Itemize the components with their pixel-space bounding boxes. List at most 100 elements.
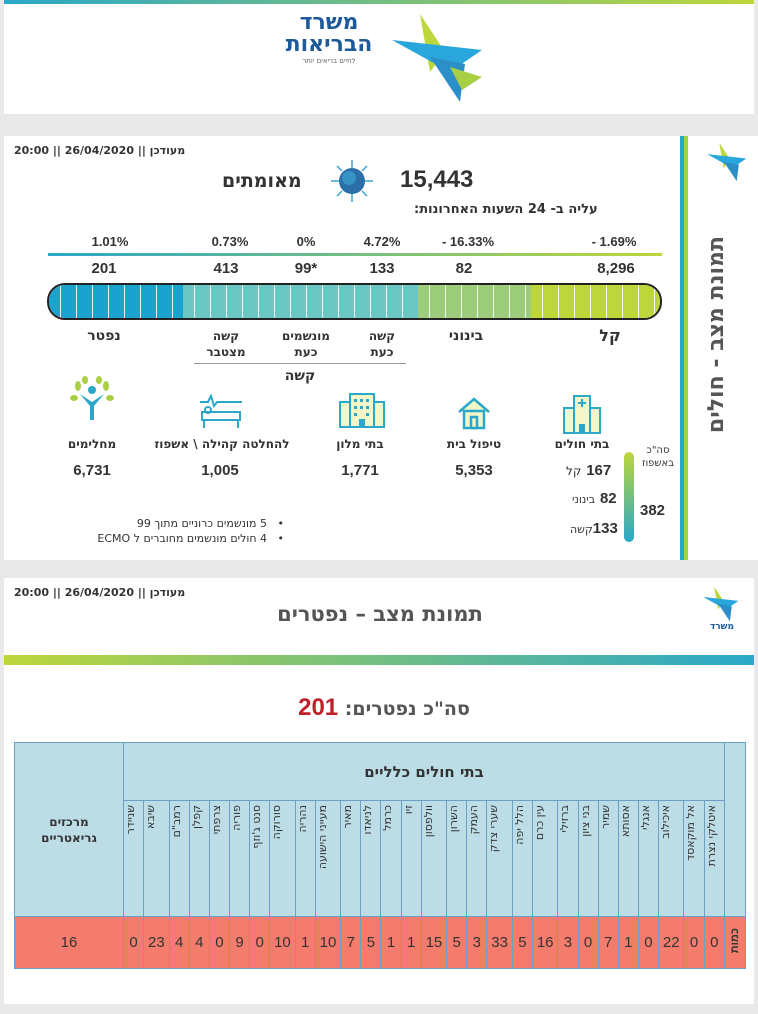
hospital-death-count: 3 [466,916,488,969]
hospital-name-cell: אנגלי [637,800,660,917]
ministry-name: משרד הבריאות לחיים בריאים יותר [274,12,384,66]
hospital-death-count: 4 [168,916,190,969]
hospital-death-count: 22 [657,916,685,969]
ministry-star-logo-icon [392,14,482,102]
hospital-name: מאיר [341,805,355,829]
hospital-name: שיבא [144,805,158,829]
confirmed-count: 15,443 [400,166,474,193]
hospital-name-cell: שיבא [143,800,170,917]
geriatric-header: מרכזים גריאטריים [14,742,124,917]
location-value-hotels: 1,771 [341,462,379,479]
hospital-name: עין כרם [532,805,546,841]
hospital-name: בני ציון [578,805,592,837]
hospital-name-cell: סורוקה [269,800,296,917]
hotel-icon [339,393,385,428]
hospital-name-cell: מאיר [340,800,362,917]
hospital-death-count: 5 [446,916,468,969]
hosp-mild-label: קל [566,464,582,478]
deaths-title: תמונת מצב – נפטרים [277,602,483,626]
hospital-death-count: 5 [360,916,382,969]
bar-segment-severe [183,285,418,318]
severe-group-line [194,363,406,364]
location-value-recovered: 6,731 [73,462,111,479]
hospital-name: ברזילי [558,805,572,833]
hosp-severe-label: קשה [570,523,593,536]
logo-header: משרד הבריאות לחיים בריאים יותר [4,0,754,114]
hospital-death-count: 16 [531,916,559,969]
notes-list: • 5 מונשמים כרוניים מתוך 99 • 4 חולים מו… [64,516,284,546]
hospital-name-cell: צרפתי [208,800,230,917]
hospital-names-row: שניידר שיבא רמב"ם קפלן צרפתי פוריה סנט ג'וזף סו… [15,800,746,917]
hospital-death-count: 15 [420,916,448,969]
hospital-death-count: 0 [703,916,726,969]
value-mild: 8,296 [597,260,635,277]
label-moderate: בינוני [448,328,484,344]
hospital-name-cell: מעייני הישועה [314,800,342,917]
hospital-name: נהריה [295,805,309,833]
hospital-name-cell: איכילוב [657,800,685,917]
hospitalized-gradient-bar [624,452,634,542]
hospital-name-cell: הלל יפה [511,800,533,917]
general-hospitals-header: בתי חולים כלליים [123,742,725,801]
hospital-death-count: 1 [617,916,639,969]
hospital-name-cell: ברזילי [557,800,579,917]
label-severe-now: קשה כעת [368,329,396,359]
increase-label: עליה ב- 24 השעות האחרונות: [414,202,598,217]
geriatric-value: 16 [14,916,124,969]
hospital-death-count: 7 [597,916,619,969]
hosp-moderate-value: 82 [599,490,617,507]
label-severe-cumulative: קשה מצטבר [206,329,246,359]
location-value-home: 5,353 [455,462,493,479]
hospital-name-cell: לניאדו [360,800,382,917]
note-text: 4 חולים מונשמים מחוברים ל ECMO [97,532,268,545]
hospital-name: העמק [467,805,481,835]
hosp-mild: 167 קל [566,462,611,479]
hospital-bed-icon [200,394,242,428]
gradient-bar [4,0,754,4]
hospital-name-cell: בני ציון [577,800,599,917]
hospital-name: קפלן [189,805,203,829]
hospital-name: צרפתי [209,805,223,835]
hospital-death-count: 5 [511,916,533,969]
change-severe-now: 4.72% [363,234,401,249]
hospital-death-count: 0 [122,916,145,969]
gradient-band [4,655,754,665]
hospital-name-cell: שערי צדק [486,800,513,917]
hospital-death-count: 3 [557,916,579,969]
hosp-total-label-2: באשפוז [642,458,674,469]
change-moderate: - 16.33% [441,234,495,249]
hosp-total-label: סה"כ באשפוז [636,444,680,470]
hospital-name: מעייני הישועה [315,805,329,870]
hosp-moderate: 82 בינוני [572,490,617,507]
label-mild: קל [599,326,621,345]
divider-line [48,253,662,256]
row-label: כמות [729,927,741,954]
house-icon [458,397,490,430]
hospital-name-cell: נהריה [294,800,316,917]
hosp-severe: 133קשה [570,520,618,537]
bar-segment-mild [531,285,660,318]
hospital-death-count: 0 [249,916,271,969]
hospital-name: איכילוב [659,805,672,839]
hospital-name: אל מוקאסד [684,805,698,861]
header-blank [724,742,746,917]
hospital-name-cell: שמיר [597,800,619,917]
confirmed-label: מאומתים [222,170,302,192]
total-deaths: סה"כ נפטרים: 201 [254,694,514,722]
value-moderate: 82 [455,260,473,277]
hospital-death-count: 10 [314,916,342,969]
logo-line1: משרד [299,10,359,35]
hospital-name-cell: קפלן [188,800,210,917]
bar-segment-deceased [49,285,183,318]
side-title: תמונת מצב - חולים [704,236,729,434]
hosp-total-value: 382 [640,502,666,519]
hospital-name-cell: אל מוקאסד [683,800,705,917]
hospital-name: רמב"ם [169,805,183,838]
location-label-home: טיפול בית [446,437,502,451]
recovered-person-icon [70,376,114,420]
row-label-cell: כמות [724,916,746,969]
total-deaths-value: 201 [298,694,339,721]
hospital-name: כרמל [381,805,395,831]
severity-bar [47,283,662,320]
hospital-name-cell: רמב"ם [168,800,190,917]
